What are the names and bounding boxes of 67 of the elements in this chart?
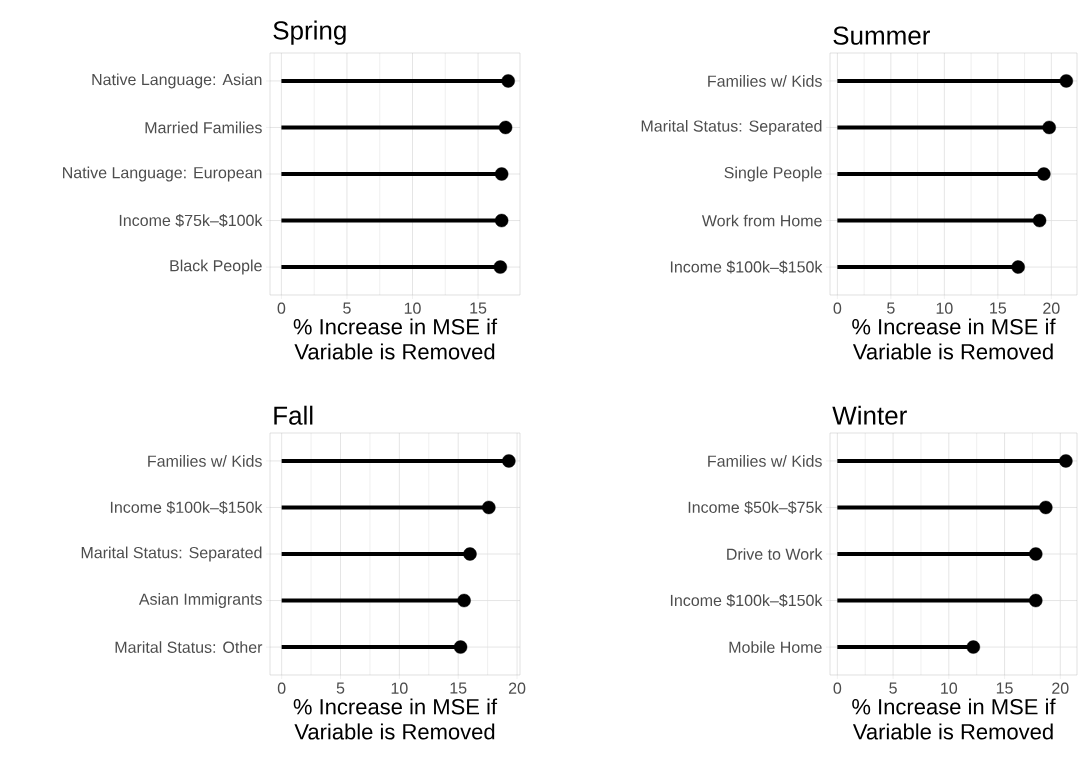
x-tick-label: 0	[833, 682, 842, 694]
point	[501, 74, 515, 88]
point	[453, 640, 468, 654]
chart-title: Fall	[274, 405, 313, 425]
x-tick-label: 0	[277, 682, 286, 694]
x-tick-label: 15	[450, 682, 467, 694]
point	[463, 547, 477, 561]
point	[1039, 500, 1053, 515]
y-tick-label: Income $100k–$150k	[670, 594, 823, 608]
y-tick-label: Marital Status: Separated	[641, 120, 822, 135]
y-tick-label: Income $100k–$150k	[110, 500, 263, 514]
y-tick-label: Income $75k–$100k	[119, 214, 263, 228]
point	[502, 454, 516, 468]
x-axis-title: % Increase in MSE if Variable is Removed	[293, 698, 498, 740]
x-tick-label: 20	[1052, 682, 1069, 694]
y-tick-label: Drive to Work	[727, 548, 823, 560]
x-tick-label: 10	[941, 682, 958, 694]
x-axis-title: % Increase in MSE if Variable is Removed	[293, 318, 498, 360]
y-tick-label: Native Language: Asian	[92, 73, 262, 89]
y-tick-label: Work from Home	[701, 214, 822, 227]
point	[1042, 120, 1056, 135]
x-tick-label: 0	[833, 302, 842, 314]
point	[494, 167, 509, 181]
y-tick-label: Mobile Home	[729, 641, 822, 653]
point	[457, 593, 471, 608]
y-tick-label: Families w/ Kids	[148, 455, 262, 467]
point	[1059, 74, 1074, 88]
point	[1029, 593, 1043, 608]
point	[1032, 213, 1047, 228]
point	[966, 640, 981, 654]
point	[1011, 260, 1025, 274]
x-tick-label: 0	[277, 302, 286, 314]
x-tick-label: 5	[889, 682, 897, 694]
y-tick-label: Native Language: European	[63, 166, 262, 182]
y-tick-label: Married Families	[145, 121, 262, 134]
y-tick-label: Marital Status: Other	[115, 641, 263, 653]
y-tick-label: Families w/ Kids	[708, 75, 822, 87]
y-tick-label: Black People	[170, 259, 262, 275]
point	[482, 500, 496, 515]
point	[493, 260, 508, 274]
x-tick-label: 15	[470, 302, 487, 314]
y-tick-label: Families w/ Kids	[708, 455, 822, 467]
y-tick-label: Asian Immigrants	[138, 593, 262, 608]
point	[498, 120, 513, 135]
point	[494, 213, 509, 228]
chart-title: Summer	[833, 26, 931, 45]
x-tick-label: 10	[936, 302, 953, 314]
y-tick-label: Marital Status: Separated	[81, 546, 262, 562]
point	[1037, 167, 1051, 181]
x-tick-label: 5	[887, 302, 895, 314]
x-tick-label: 10	[404, 302, 421, 314]
x-axis-title: % Increase in MSE if Variable is Removed	[852, 318, 1056, 360]
x-tick-label: 20	[1043, 302, 1060, 314]
chart-title: Spring	[273, 20, 346, 45]
x-tick-label: 5	[343, 302, 351, 314]
y-tick-label: Income $50k–$75k	[688, 500, 823, 514]
chart-title: Winter	[832, 405, 907, 425]
x-tick-label: 5	[336, 682, 345, 694]
x-tick-label: 10	[391, 682, 408, 694]
x-tick-label: 15	[990, 302, 1007, 314]
point	[1029, 547, 1043, 561]
y-tick-label: Income $100k–$150k	[670, 260, 823, 274]
point	[1059, 454, 1073, 468]
x-axis-title: % Increase in MSE if Variable is Removed	[852, 698, 1056, 740]
x-tick-label: 20	[508, 682, 526, 694]
y-tick-label: Single People	[724, 166, 822, 182]
x-tick-label: 15	[996, 682, 1013, 694]
